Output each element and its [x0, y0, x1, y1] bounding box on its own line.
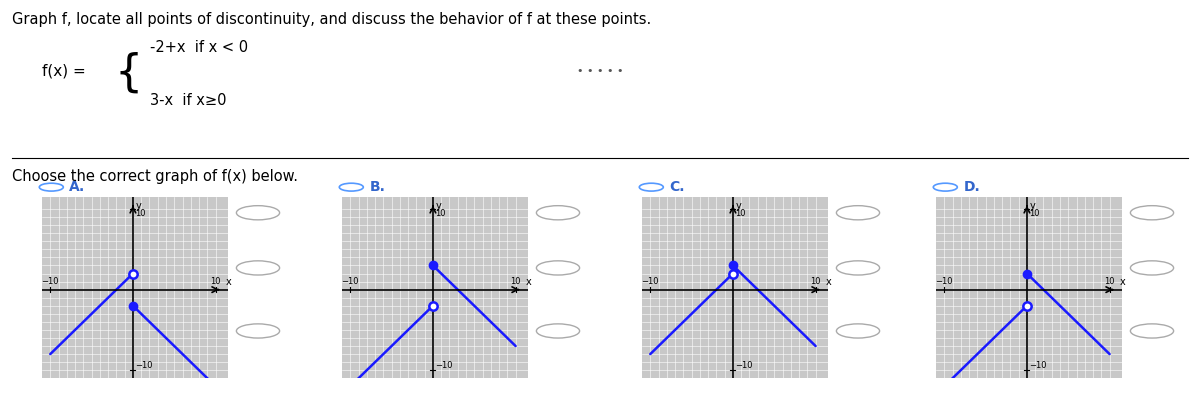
Text: −10: −10	[42, 277, 59, 286]
Text: y: y	[436, 201, 442, 211]
Text: −10: −10	[436, 361, 452, 370]
Text: Graph f, locate all points of discontinuity, and discuss the behavior of f at th: Graph f, locate all points of discontinu…	[12, 12, 652, 27]
Text: -2+x  if x < 0: -2+x if x < 0	[150, 40, 248, 55]
Text: Choose the correct graph of f(x) below.: Choose the correct graph of f(x) below.	[12, 169, 298, 184]
Text: 10: 10	[1104, 277, 1115, 286]
Text: x: x	[526, 277, 532, 287]
Text: −10: −10	[642, 277, 659, 286]
Text: x: x	[826, 277, 832, 287]
Text: 10: 10	[436, 209, 446, 218]
Text: {: {	[114, 51, 143, 95]
Text: C.: C.	[670, 180, 685, 194]
Text: 10: 10	[210, 277, 221, 286]
Text: B.: B.	[370, 180, 385, 194]
Text: y: y	[136, 201, 142, 211]
Text: 10: 10	[1030, 209, 1040, 218]
Text: x: x	[226, 277, 232, 287]
Text: −10: −10	[136, 361, 152, 370]
Text: f(x) =: f(x) =	[42, 63, 85, 78]
Text: 10: 10	[736, 209, 746, 218]
Text: x: x	[1120, 277, 1126, 287]
Text: −10: −10	[736, 361, 752, 370]
Text: 10: 10	[136, 209, 146, 218]
Text: D.: D.	[964, 180, 980, 194]
Text: 10: 10	[810, 277, 821, 286]
Text: 10: 10	[510, 277, 521, 286]
Text: 3-x  if x≥0: 3-x if x≥0	[150, 93, 227, 108]
Text: −10: −10	[936, 277, 953, 286]
Text: • • • • •: • • • • •	[577, 66, 623, 76]
Text: y: y	[1030, 201, 1036, 211]
Text: y: y	[736, 201, 742, 211]
Text: −10: −10	[1030, 361, 1046, 370]
Text: A.: A.	[70, 180, 85, 194]
Text: −10: −10	[342, 277, 359, 286]
